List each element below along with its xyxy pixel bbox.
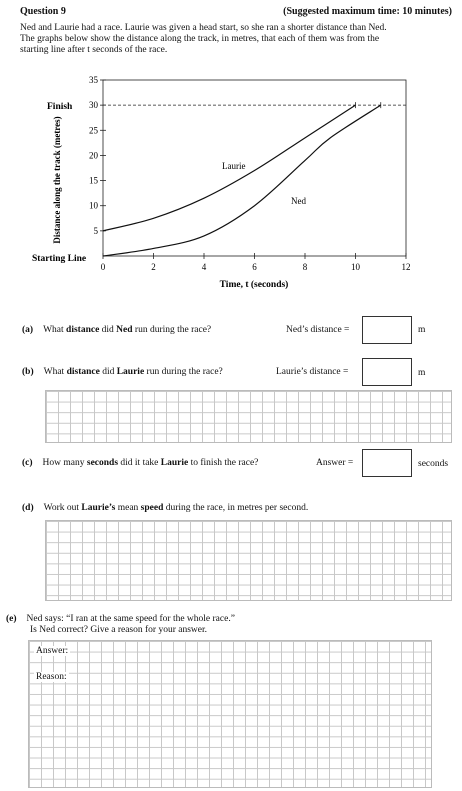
part-a-answer-box[interactable] bbox=[362, 316, 412, 344]
part-b-answer-label: Laurie’s distance = bbox=[276, 367, 349, 377]
y-tick-label: 25 bbox=[89, 125, 99, 135]
part-e-working-grid[interactable] bbox=[28, 640, 432, 788]
part-b-question: (b) What distance did Laurie run during t… bbox=[22, 367, 223, 377]
question-number: Question 9 bbox=[20, 6, 66, 17]
y-axis: 5 10 15 20 25 30 35 bbox=[89, 75, 106, 236]
intro-line-1: Ned and Laurie had a race. Laurie was gi… bbox=[20, 23, 387, 33]
intro-line-2: The graphs below show the distance along… bbox=[20, 34, 380, 44]
part-a-answer-label: Ned’s distance = bbox=[286, 325, 350, 335]
part-c-answer-box[interactable] bbox=[362, 449, 412, 477]
part-e-reason-label: Reason: bbox=[34, 672, 69, 682]
part-c-unit: seconds bbox=[418, 459, 449, 469]
starting-line-label: Starting Line bbox=[32, 254, 86, 264]
part-a-question: (a) What distance did Ned run during the … bbox=[22, 325, 212, 335]
x-tick-label: 0 bbox=[101, 262, 106, 272]
x-tick-label: 10 bbox=[351, 262, 361, 272]
part-e-question: (e) Ned says: “I ran at the same speed fo… bbox=[6, 614, 235, 624]
part-e-line-1: Ned says: “I ran at the same speed for t… bbox=[26, 614, 235, 624]
part-b-answer-box[interactable] bbox=[362, 358, 412, 386]
distance-time-chart: 5 10 15 20 25 30 35 0 2 4 6 8 10 12 Laurie Ned Finis… bbox=[32, 75, 411, 290]
part-e-line-2: Is Ned correct? Give a reason for your a… bbox=[30, 625, 207, 635]
y-tick-label: 20 bbox=[89, 150, 99, 160]
x-axis-label: Time, t (seconds) bbox=[220, 279, 289, 290]
part-a-unit: m bbox=[418, 325, 426, 335]
question-intro: Ned and Laurie had a race. Laurie was gi… bbox=[20, 23, 440, 56]
y-tick-label: 5 bbox=[94, 226, 99, 236]
series-label-laurie: Laurie bbox=[222, 161, 245, 171]
part-c-question: (c) How many seconds did it take Laurie t… bbox=[22, 458, 259, 468]
part-b-unit: m bbox=[418, 368, 426, 378]
suggested-time: (Suggested maximum time: 10 minutes) bbox=[283, 6, 452, 17]
y-tick-label: 35 bbox=[89, 75, 99, 85]
part-d-working-grid[interactable] bbox=[45, 520, 452, 601]
x-tick-label: 6 bbox=[252, 262, 257, 272]
series-label-ned: Ned bbox=[291, 196, 306, 206]
y-tick-label: 10 bbox=[89, 201, 99, 211]
x-tick-label: 2 bbox=[151, 262, 156, 272]
plot-frame bbox=[102, 79, 407, 257]
y-axis-label: Distance along the track (metres) bbox=[52, 116, 62, 243]
laurie-curve bbox=[102, 104, 356, 232]
x-tick-label: 4 bbox=[202, 262, 207, 272]
x-axis: 0 2 4 6 8 10 12 bbox=[101, 253, 411, 272]
ned-curve bbox=[102, 104, 382, 257]
part-b-working-grid[interactable] bbox=[45, 390, 452, 443]
x-tick-label: 12 bbox=[402, 262, 411, 272]
finish-label: Finish bbox=[47, 102, 73, 112]
part-d-question: (d) Work out Laurie’s mean speed during t… bbox=[22, 503, 309, 513]
part-e-answer-label: Answer: bbox=[34, 646, 71, 656]
y-tick-label: 30 bbox=[89, 100, 99, 110]
x-tick-label: 8 bbox=[303, 262, 308, 272]
y-tick-label: 15 bbox=[89, 176, 99, 186]
intro-line-3: starting line after t seconds of the rac… bbox=[20, 45, 168, 55]
part-c-answer-label: Answer = bbox=[316, 458, 354, 468]
